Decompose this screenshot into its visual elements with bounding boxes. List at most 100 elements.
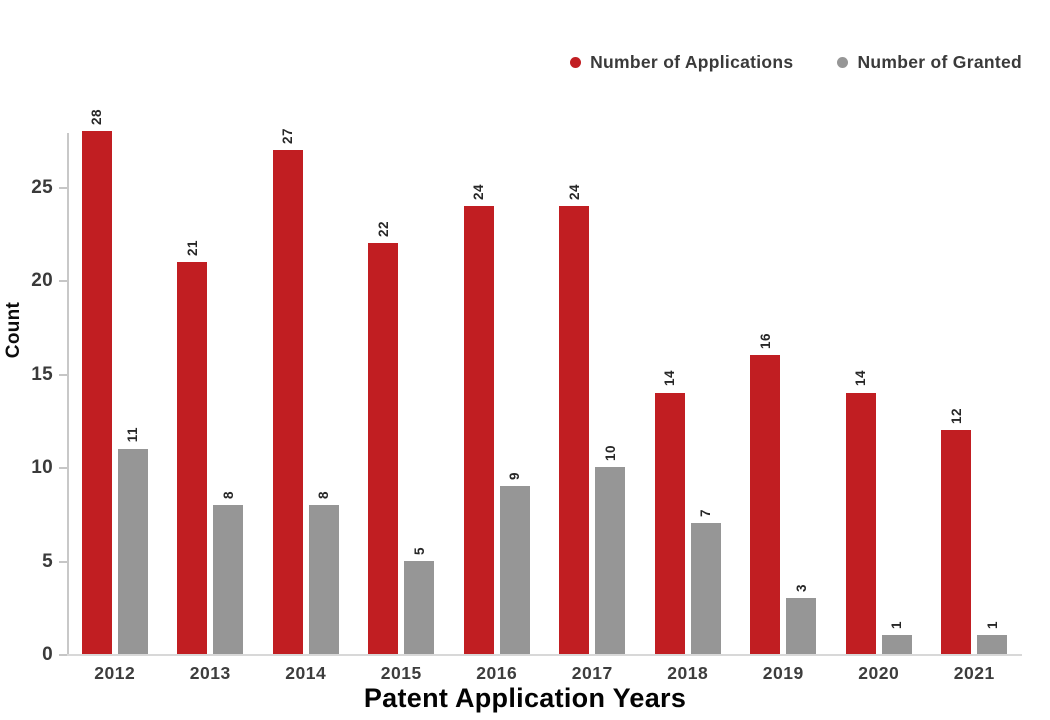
bar-value-label: 16 <box>757 333 773 350</box>
bar-value-label: 5 <box>411 546 427 555</box>
y-tick-mark <box>59 654 67 656</box>
bar-value-label: 9 <box>507 471 522 480</box>
bar-2015 <box>368 243 399 654</box>
bar-column: 8 <box>213 490 244 654</box>
bar-2012 <box>81 131 112 654</box>
bar-2017 <box>595 467 626 654</box>
x-tick-label: 2014 <box>285 663 327 683</box>
x-tick-label: 2012 <box>94 663 136 683</box>
bar-group-2017: 24 10 <box>545 184 641 654</box>
legend-label-applications: Number of Applications <box>590 52 794 72</box>
bar-group-2019: 16 3 <box>736 333 832 654</box>
bar-2012 <box>117 448 148 654</box>
bar-value-label: 24 <box>566 183 582 200</box>
y-tick-label: 15 <box>31 363 53 385</box>
bar-column: 28 <box>81 108 112 654</box>
bar-2013 <box>213 504 244 654</box>
x-axis-labels: 2012 2013 2014 2015 2016 2017 2018 2019 2020 2021 <box>67 654 1022 684</box>
y-tick: 25 <box>31 177 67 199</box>
bar-value-label: 12 <box>948 407 964 424</box>
y-tick-label: 0 <box>42 644 53 665</box>
bar-column: 8 <box>308 490 339 654</box>
bar-value-label: 8 <box>220 490 236 499</box>
bar-column: 22 <box>368 221 399 654</box>
bar-value-label: 3 <box>793 583 809 592</box>
bar-2015 <box>404 560 435 654</box>
bar-value-label: 1 <box>889 621 904 630</box>
bar-column: 27 <box>272 127 303 654</box>
y-tick-label: 10 <box>31 457 53 479</box>
y-tick-label: 20 <box>31 270 53 292</box>
x-axis-title: Patent Application Years <box>363 683 687 713</box>
y-tick-mark <box>59 373 67 376</box>
bar-2020 <box>845 392 876 654</box>
bar-2014 <box>308 504 339 654</box>
bar-value-label: 7 <box>698 509 713 518</box>
y-tick: 10 <box>31 457 67 479</box>
x-tick-label: 2015 <box>380 663 422 683</box>
legend-item-granted: Number of Granted <box>837 52 1022 73</box>
bar-2014 <box>272 149 303 654</box>
bar-column: 21 <box>177 239 208 654</box>
y-tick-mark <box>59 187 67 190</box>
bar-column: 24 <box>559 183 590 654</box>
y-axis-title: Count <box>3 301 24 359</box>
y-tick: 20 <box>31 270 67 292</box>
bar-2020 <box>881 635 912 654</box>
bar-2017 <box>559 205 590 654</box>
bar-group-2015: 22 5 <box>354 221 450 654</box>
bar-value-label: 14 <box>853 370 868 387</box>
x-tick-label: 2019 <box>762 663 804 683</box>
bar-group-2020: 14 1 <box>831 370 927 654</box>
bar-value-label: 24 <box>471 183 486 200</box>
bar-group-2012: 28 11 <box>67 109 163 654</box>
x-tick-label: 2013 <box>189 663 231 683</box>
bar-column: 5 <box>404 546 435 654</box>
bar-column: 3 <box>786 583 817 654</box>
bar-value-label: 10 <box>602 445 618 462</box>
bar-column: 1 <box>881 621 912 654</box>
x-tick-label: 2018 <box>667 663 709 683</box>
bar-column: 24 <box>463 183 494 654</box>
bar-2019 <box>750 355 781 654</box>
plot-area: 0 5 10 15 20 25 28 11 21 8 27 8 22 5 24 9 24 10 14 7 16 3 14 1… <box>31 109 1023 683</box>
bar-group-2018: 14 7 <box>640 370 736 654</box>
legend-dot <box>837 57 849 68</box>
bar-value-label: 28 <box>89 108 104 125</box>
y-axis-line <box>67 133 69 654</box>
bar-column: 12 <box>941 407 972 654</box>
bar-group-2016: 24 9 <box>449 184 545 654</box>
bar-column: 1 <box>977 621 1008 654</box>
x-tick-label: 2020 <box>858 663 900 683</box>
bar-value-label: 8 <box>316 490 331 499</box>
bar-column: 10 <box>595 445 626 654</box>
bar-value-label: 14 <box>662 370 677 387</box>
bar-2016 <box>463 205 494 654</box>
bar-2018 <box>690 523 721 654</box>
legend: Number of Applications Number of Granted <box>570 52 1022 73</box>
bar-value-label: 21 <box>184 239 200 256</box>
bar-2021 <box>977 635 1008 654</box>
bar-2021 <box>941 429 972 654</box>
legend-item-applications: Number of Applications <box>570 52 793 73</box>
bar-column: 7 <box>690 509 721 654</box>
x-tick-label: 2016 <box>476 663 518 683</box>
y-tick-mark <box>59 280 67 283</box>
bar-group-2014: 27 8 <box>258 128 354 654</box>
bar-column: 14 <box>845 370 876 654</box>
bar-groups: 28 11 21 8 27 8 22 5 24 9 24 10 14 7 16 3 14 1 12 1 <box>67 109 1023 654</box>
bar-column: 11 <box>117 427 148 654</box>
y-tick-mark <box>59 467 67 470</box>
bar-column: 16 <box>750 333 781 654</box>
legend-dot <box>570 57 582 68</box>
bar-value-label: 1 <box>984 621 1000 630</box>
y-tick: 5 <box>42 551 67 573</box>
bar-group-2013: 21 8 <box>163 240 259 654</box>
bar-value-label: 11 <box>125 427 140 443</box>
y-tick-label: 25 <box>31 177 53 199</box>
y-tick: 0 <box>42 644 67 666</box>
bar-group-2021: 12 1 <box>927 408 1023 654</box>
bar-column: 9 <box>499 471 530 654</box>
bar-value-label: 27 <box>280 127 295 144</box>
y-tick: 15 <box>31 364 67 386</box>
